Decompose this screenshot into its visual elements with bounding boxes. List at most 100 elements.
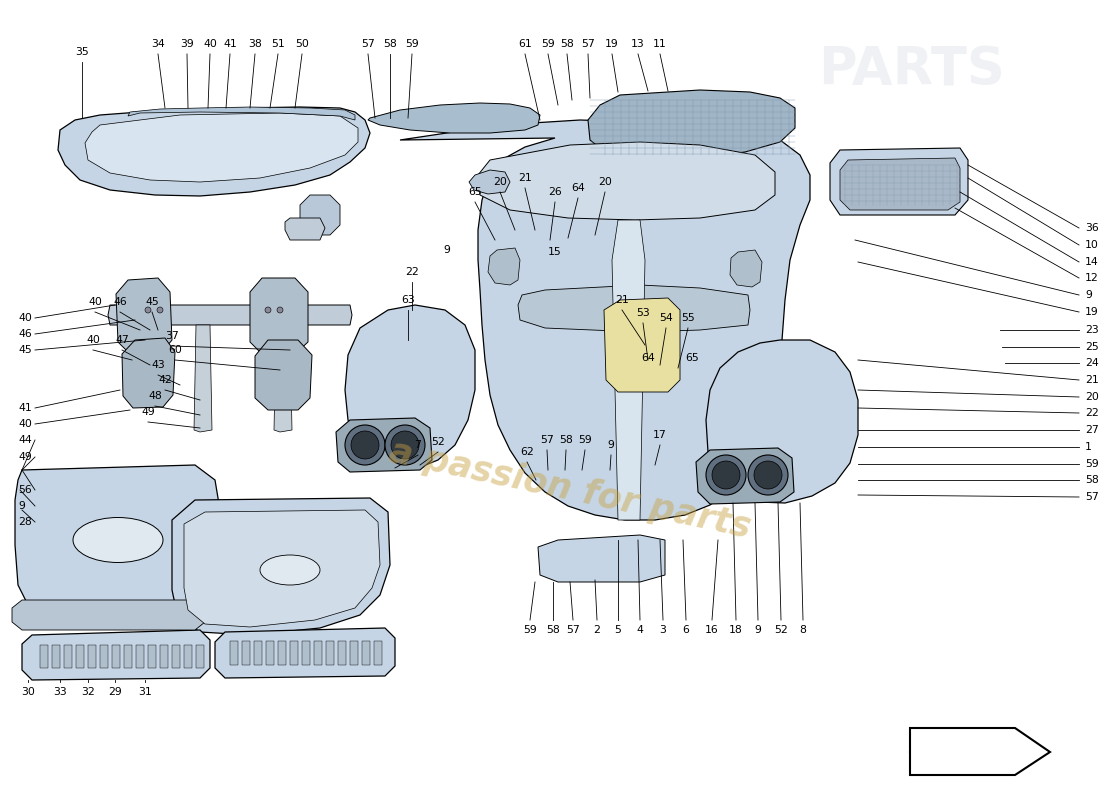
Polygon shape [230, 641, 238, 665]
Polygon shape [214, 628, 395, 678]
Text: 55: 55 [681, 313, 695, 323]
Polygon shape [40, 645, 48, 668]
Text: 43: 43 [151, 360, 165, 370]
Polygon shape [172, 498, 390, 635]
Text: 37: 37 [165, 331, 179, 341]
Text: 59: 59 [405, 39, 419, 49]
Circle shape [712, 461, 740, 489]
Text: 19: 19 [605, 39, 619, 49]
Polygon shape [730, 250, 762, 287]
Text: 30: 30 [21, 687, 35, 697]
Text: 22: 22 [1085, 408, 1099, 418]
Text: 47: 47 [116, 335, 129, 345]
Text: 59: 59 [541, 39, 554, 49]
Polygon shape [830, 148, 968, 215]
Text: 5: 5 [615, 625, 622, 635]
Text: 45: 45 [145, 297, 158, 307]
Polygon shape [300, 195, 340, 235]
Polygon shape [350, 641, 358, 665]
Polygon shape [100, 645, 108, 668]
Text: 8: 8 [800, 625, 806, 635]
Text: 46: 46 [113, 297, 127, 307]
Circle shape [748, 455, 788, 495]
Text: 28: 28 [18, 517, 32, 527]
Text: a passion for parts: a passion for parts [386, 435, 754, 545]
Text: 61: 61 [518, 39, 532, 49]
Text: 16: 16 [705, 625, 719, 635]
Polygon shape [196, 645, 204, 668]
Text: 12: 12 [1085, 273, 1099, 283]
Text: 57: 57 [566, 625, 580, 635]
Text: 59: 59 [1085, 459, 1099, 469]
Text: 57: 57 [540, 435, 554, 445]
Polygon shape [362, 641, 370, 665]
Text: 3: 3 [660, 625, 667, 635]
Text: 49: 49 [141, 407, 155, 417]
Polygon shape [76, 645, 84, 668]
Text: 63: 63 [402, 295, 415, 305]
Polygon shape [469, 170, 510, 194]
Polygon shape [52, 645, 60, 668]
Text: 11: 11 [653, 39, 667, 49]
Circle shape [351, 431, 380, 459]
Polygon shape [160, 645, 168, 668]
Text: 14: 14 [1085, 257, 1099, 267]
Text: 54: 54 [659, 313, 673, 323]
Text: 51: 51 [271, 39, 285, 49]
Polygon shape [274, 325, 292, 432]
Text: 58: 58 [559, 435, 573, 445]
Circle shape [754, 461, 782, 489]
Text: 9: 9 [755, 625, 761, 635]
Text: 56: 56 [18, 485, 32, 495]
Polygon shape [128, 107, 355, 120]
Text: 9: 9 [1085, 290, 1092, 300]
Polygon shape [112, 645, 120, 668]
Text: 41: 41 [18, 403, 32, 413]
Text: 60: 60 [168, 345, 182, 355]
Text: 22: 22 [405, 267, 419, 277]
Text: 25: 25 [1085, 342, 1099, 352]
Text: 21: 21 [615, 295, 629, 305]
Polygon shape [518, 285, 750, 332]
Polygon shape [250, 278, 308, 354]
Text: 23: 23 [1085, 325, 1099, 335]
Text: 7: 7 [415, 440, 421, 450]
Text: 41: 41 [223, 39, 236, 49]
Text: 24: 24 [1085, 358, 1099, 368]
Text: 21: 21 [1085, 375, 1099, 385]
Polygon shape [184, 645, 192, 668]
Polygon shape [148, 645, 156, 668]
Text: 52: 52 [431, 437, 444, 447]
Text: 18: 18 [729, 625, 743, 635]
Polygon shape [108, 305, 352, 325]
Text: 20: 20 [493, 177, 507, 187]
Polygon shape [12, 600, 205, 630]
Text: 40: 40 [86, 335, 100, 345]
Text: 40: 40 [18, 419, 32, 429]
Text: 62: 62 [520, 447, 534, 457]
Circle shape [345, 425, 385, 465]
Polygon shape [285, 218, 324, 240]
Polygon shape [326, 641, 334, 665]
Circle shape [390, 431, 419, 459]
Polygon shape [88, 645, 96, 668]
Text: 58: 58 [546, 625, 560, 635]
Polygon shape [910, 728, 1050, 775]
Polygon shape [345, 305, 475, 470]
Text: 31: 31 [139, 687, 152, 697]
Polygon shape [290, 641, 298, 665]
Text: 10: 10 [1085, 240, 1099, 250]
Text: 13: 13 [631, 39, 645, 49]
Polygon shape [242, 641, 250, 665]
Polygon shape [278, 641, 286, 665]
Polygon shape [254, 641, 262, 665]
Text: 17: 17 [653, 430, 667, 440]
Polygon shape [184, 510, 380, 627]
Text: 6: 6 [683, 625, 690, 635]
Circle shape [706, 455, 746, 495]
Circle shape [385, 425, 425, 465]
Text: 27: 27 [1085, 425, 1099, 435]
Polygon shape [15, 465, 220, 618]
Polygon shape [488, 248, 520, 285]
Text: 20: 20 [598, 177, 612, 187]
